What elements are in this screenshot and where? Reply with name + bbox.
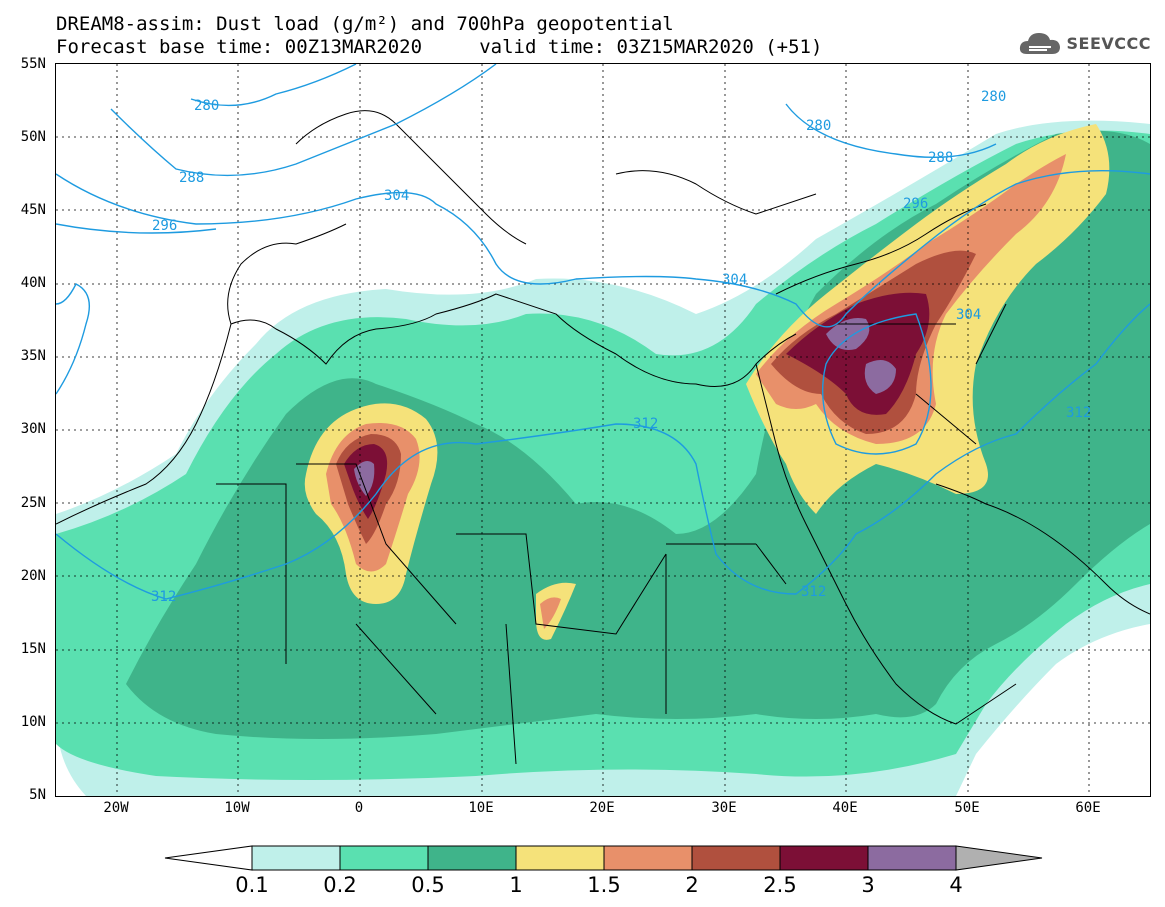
colorbar-label: 1.5: [587, 873, 621, 897]
contour-label: 288: [179, 170, 205, 186]
lon-label: 30E: [711, 800, 737, 816]
colorbar-swatch: [691, 845, 781, 871]
colorbar-label: 2.5: [763, 873, 797, 897]
colorbar-swatch: [427, 845, 517, 871]
graticule: [56, 64, 1150, 796]
colorbar-swatch: [339, 845, 429, 871]
dust-level-3-east-b: [864, 360, 896, 394]
lon-label: 20E: [589, 800, 615, 816]
contour-label: 312: [151, 589, 177, 605]
colorbar-low-arrow: [164, 845, 253, 871]
dust-level-3-east: [826, 318, 870, 350]
lat-label: 55N: [20, 56, 46, 72]
lat-label: 25N: [20, 495, 46, 511]
contour-label: 280: [981, 89, 1007, 105]
lat-label: 50N: [20, 129, 46, 145]
colorbar-label: 1: [509, 873, 523, 897]
lon-label: 50E: [954, 800, 980, 816]
logo-text: SEEVCCC: [1066, 33, 1151, 53]
lon-label: 40E: [832, 800, 858, 816]
lat-label: 10N: [20, 714, 46, 730]
contour-label: 280: [806, 118, 832, 134]
dust-map: 280 280 280 288 288 296 296 304 304 304 …: [55, 63, 1151, 797]
lat-label: 40N: [20, 275, 46, 291]
lat-label: 30N: [20, 421, 46, 437]
lon-label: 60E: [1075, 800, 1101, 816]
colorbar-label: 4: [949, 873, 963, 897]
contour-label: 296: [152, 218, 178, 234]
colorbar-label: 0.5: [411, 873, 445, 897]
colorbar-label: 3: [861, 873, 875, 897]
contour-label: 312: [1066, 405, 1092, 421]
contour-label: 304: [384, 188, 410, 204]
cloud-icon: [1019, 33, 1060, 54]
lat-label: 20N: [20, 568, 46, 584]
contour-label: 312: [633, 416, 659, 432]
colorbar-swatch: [515, 845, 605, 871]
lon-label: 10E: [468, 800, 494, 816]
colorbar-swatch: [779, 845, 869, 871]
colorbar-high-arrow: [955, 845, 1043, 871]
dust-level-2-5-east: [786, 292, 930, 415]
lat-label: 35N: [20, 348, 46, 364]
contour-label: 312: [801, 584, 827, 600]
contour-label: 304: [956, 307, 982, 323]
lat-label: 15N: [20, 641, 46, 657]
lon-label: 10W: [224, 800, 250, 816]
dust-level-3: [354, 460, 375, 496]
colorbar-swatch: [603, 845, 693, 871]
lat-label: 45N: [20, 202, 46, 218]
contour-label: 296: [903, 196, 929, 212]
map-subtitle: Forecast base time: 00Z13MAR2020 valid t…: [56, 36, 823, 58]
lon-label: 20W: [103, 800, 129, 816]
contour-label: 304: [722, 272, 748, 288]
dust-level-1-5-small: [540, 597, 561, 629]
geopotential-contours: [56, 64, 1150, 600]
colorbar-swatch: [251, 845, 341, 871]
colorbar-label: 0.2: [323, 873, 357, 897]
lat-label: 5N: [29, 787, 46, 803]
colorbar-label: 0.1: [235, 873, 269, 897]
lon-label: 0: [354, 800, 364, 816]
colorbar-label: 2: [685, 873, 699, 897]
coastlines: [56, 110, 1150, 765]
seevccc-logo: SEEVCCC: [1017, 28, 1152, 58]
contour-label: 288: [928, 150, 954, 166]
colorbar-swatch: [867, 845, 957, 871]
map-canvas: [56, 64, 1150, 796]
contour-label: 280: [194, 98, 220, 114]
map-title: DREAM8-assim: Dust load (g/m²) and 700hP…: [56, 13, 674, 35]
dust-field: [56, 120, 1150, 796]
